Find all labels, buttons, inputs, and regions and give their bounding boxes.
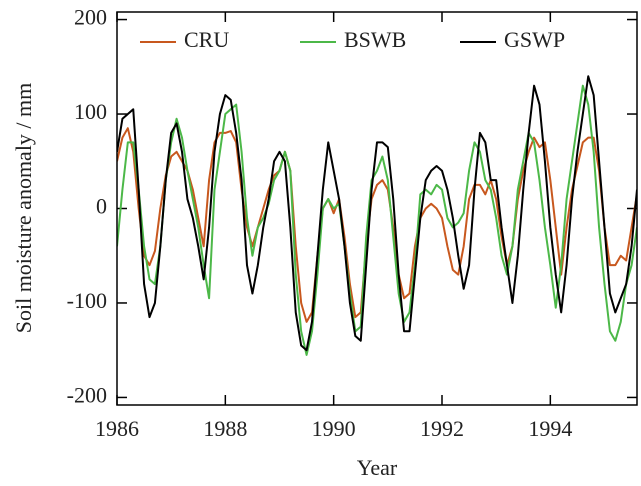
y-tick-label: 100 (74, 99, 107, 124)
plot-area (117, 75, 637, 356)
data-line (117, 84, 637, 356)
plot-frame (116, 11, 638, 406)
x-tick-label: 1994 (528, 416, 572, 441)
x-tick-label: 1988 (203, 416, 247, 441)
x-tick-label: 1986 (95, 416, 139, 441)
data-line (117, 75, 637, 352)
x-tick-label: 1990 (312, 416, 356, 441)
data-line (117, 127, 637, 323)
x-tick-label: 1992 (420, 416, 464, 441)
legend-label: CRU (184, 27, 229, 52)
legend-label: GSWP (504, 27, 565, 52)
legend-label: BSWB (344, 27, 406, 52)
y-axis-label: Soil moisture anomaly / mm (11, 83, 36, 334)
y-tick-label: 0 (96, 194, 107, 219)
y-tick-label: 200 (74, 5, 107, 30)
y-tick-label: -200 (67, 382, 107, 407)
x-axis-label: Year (357, 455, 398, 480)
y-tick-label: -100 (67, 288, 107, 313)
